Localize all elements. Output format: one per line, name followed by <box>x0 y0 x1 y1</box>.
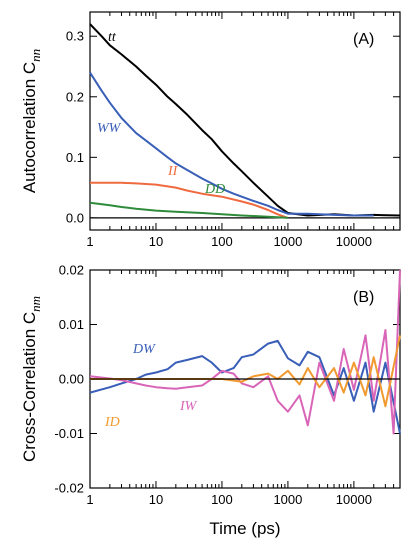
panel-a-tick-labels: 1 10 100 1000 10000 0.0 0.1 0.2 0.3 <box>66 29 372 249</box>
b-xtick-label-1000: 1000 <box>273 492 302 507</box>
a-ytick-label-0p2: 0.2 <box>66 89 84 104</box>
b-xtick-label-100: 100 <box>211 492 233 507</box>
a-series-line-ww <box>89 72 374 217</box>
b-ytick-label-0: 0.00 <box>59 372 84 387</box>
panel-a-y-axis-label: Autocorrelation Cnn <box>20 49 43 193</box>
panel-b-ticks <box>89 269 401 489</box>
a-xtick-label-10000: 10000 <box>336 234 372 249</box>
b-xtick-label-10000: 10000 <box>336 492 372 507</box>
series-label-tt: tt <box>108 30 117 45</box>
b-ytick-label-neg0p01: -0.01 <box>54 426 84 441</box>
b-ytick-label-0p02: 0.02 <box>59 263 84 278</box>
panel-a: 1 10 100 1000 10000 0.0 0.1 0.2 0.3 (A) Autocorr… <box>20 11 401 249</box>
panel-b-y-axis-label: Cross-Correlation Cnm <box>20 296 43 462</box>
panel-b-tick-labels: 1 10 100 1000 10000 -0.02 -0.01 0.00 0.01 0.02 <box>54 263 372 508</box>
panel-b: 1 10 100 1000 10000 -0.02 -0.01 0.00 0.01 0.02 (B… <box>20 263 401 538</box>
series-label-ii: II <box>167 164 179 179</box>
a-ytick-label-0p3: 0.3 <box>66 29 84 44</box>
a-xtick-label-100: 100 <box>211 234 233 249</box>
b-series-line-dw <box>89 339 401 434</box>
b-ytick-label-neg0p02: -0.02 <box>54 481 84 496</box>
a-series-line-dd <box>89 201 288 219</box>
series-label-dw: DW <box>132 342 156 357</box>
x-axis-label: Time (ps) <box>209 519 280 538</box>
series-label-dd: DD <box>204 182 225 197</box>
panel-a-label: (A) <box>353 31 374 48</box>
a-xtick-label-1000: 1000 <box>273 234 302 249</box>
panel-a-frame <box>89 11 401 231</box>
a-series-line-tt <box>89 23 401 217</box>
b-xtick-label-10: 10 <box>149 492 163 507</box>
panel-a-series <box>89 23 401 219</box>
a-ytick-label-0p1: 0.1 <box>66 150 84 165</box>
panel-b-y-axis-label-subscript: nm <box>28 296 43 312</box>
series-label-iw: IW <box>179 399 198 414</box>
panel-a-y-axis-label-subscript: nn <box>28 49 43 62</box>
series-label-id: ID <box>104 415 120 430</box>
a-xtick-label-10: 10 <box>149 234 163 249</box>
series-label-ww: WW <box>97 121 122 136</box>
panel-b-label: (B) <box>353 289 374 306</box>
a-series-line-ii <box>90 181 289 219</box>
b-ytick-label-0p01: 0.01 <box>59 317 84 332</box>
b-xtick-label-1: 1 <box>86 492 93 507</box>
panel-b-series-labels: DW IW ID <box>104 342 198 430</box>
a-ytick-label-0: 0.0 <box>66 210 84 225</box>
a-xtick-label-1: 1 <box>86 234 93 249</box>
panel-a-series-labels: tt WW II DD <box>97 30 225 197</box>
